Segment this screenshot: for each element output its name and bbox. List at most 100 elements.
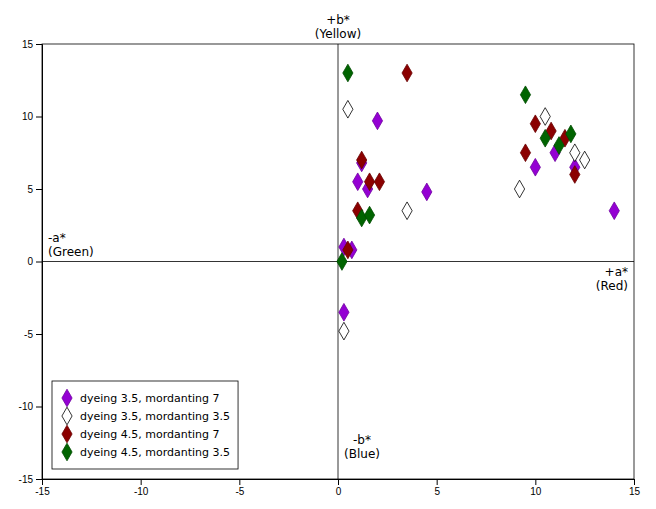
- tick-label: -15: [19, 474, 34, 485]
- tick-label: 0: [27, 256, 33, 267]
- legend-frame: [52, 381, 238, 469]
- tick-mark: [36, 44, 42, 45]
- point: [609, 202, 619, 220]
- point: [540, 129, 550, 147]
- point: [337, 253, 347, 271]
- tick-label: -10: [134, 486, 149, 497]
- point: [530, 158, 540, 176]
- point: [566, 125, 576, 143]
- point: [339, 322, 349, 340]
- tick-mark: [338, 479, 339, 485]
- point: [364, 173, 374, 191]
- tick-label: -5: [24, 329, 33, 340]
- legend-label: dyeing 3.5, mordanting 7: [80, 392, 220, 405]
- legend-label: dyeing 4.5, mordanting 7: [80, 428, 220, 441]
- tick: -5: [235, 479, 244, 497]
- annotation: -b*(Blue): [344, 433, 380, 461]
- point: [374, 173, 384, 191]
- tick-mark: [141, 479, 142, 485]
- tick-mark: [535, 479, 536, 485]
- point: [530, 115, 540, 133]
- y-axis: -15 -10 -5 0 5 10 15: [19, 39, 43, 485]
- annotation: +b*(Yellow): [315, 13, 361, 41]
- legend-symbol: [62, 443, 72, 461]
- origin-lines: [42, 44, 634, 479]
- tick-label: 15: [22, 39, 34, 50]
- legend-symbol: [62, 389, 72, 407]
- point: [580, 151, 590, 169]
- series: [339, 112, 620, 321]
- point: [343, 64, 353, 82]
- legend-item: dyeing 4.5, mordanting 7: [62, 425, 220, 443]
- chart: -15 -10 -5 0 5 10 15 -15 -10 -5 0 5 10 15 +b*(Yellow) -…: [0, 0, 656, 509]
- x-axis: -15 -10 -5 0 5 10 15: [35, 479, 640, 497]
- tick-mark: [36, 117, 42, 118]
- legend: dyeing 3.5, mordanting 7 dyeing 3.5, mord…: [52, 381, 238, 469]
- legend-label: dyeing 3.5, mordanting 3.5: [80, 410, 230, 423]
- tick: 10: [530, 479, 542, 497]
- point: [520, 144, 530, 162]
- axis-line: [36, 45, 43, 480]
- point: [402, 64, 412, 82]
- tick: -10: [134, 479, 149, 497]
- tick: 0: [336, 479, 342, 497]
- legend-item: dyeing 3.5, mordanting 3.5: [62, 407, 230, 425]
- series: [343, 64, 580, 259]
- tick-label: 10: [22, 111, 34, 122]
- tick-mark: [36, 407, 42, 408]
- point: [343, 100, 353, 118]
- annotation: -a*(Green): [48, 231, 94, 259]
- point: [357, 151, 367, 169]
- point: [514, 180, 524, 198]
- point: [402, 202, 412, 220]
- point: [422, 183, 432, 201]
- tick-label: 5: [434, 486, 440, 497]
- tick-label: 10: [530, 486, 542, 497]
- tick-mark: [36, 334, 42, 335]
- tick-mark: [36, 262, 42, 263]
- tick-mark: [239, 479, 240, 485]
- point: [372, 112, 382, 130]
- legend-item: dyeing 4.5, mordanting 3.5: [62, 443, 230, 461]
- plot: -15 -10 -5 0 5 10 15 -15 -10 -5 0 5 10 15 +b*(Yellow) -…: [19, 13, 641, 497]
- point: [364, 206, 374, 224]
- tick-label: 5: [27, 184, 33, 195]
- legend-item: dyeing 3.5, mordanting 7: [62, 389, 220, 407]
- point: [570, 144, 580, 162]
- tick-mark: [36, 479, 42, 480]
- point: [540, 108, 550, 126]
- annotation: +a*(Red): [596, 265, 628, 293]
- point: [339, 303, 349, 321]
- tick: 5: [434, 479, 440, 497]
- tick-mark: [36, 189, 42, 190]
- series: [339, 100, 590, 340]
- tick-mark: [437, 479, 438, 485]
- series: [337, 64, 576, 270]
- tick-label: -15: [35, 486, 50, 497]
- point: [570, 166, 580, 184]
- tick-label: 15: [629, 486, 641, 497]
- tick-mark: [634, 479, 635, 485]
- tick: 5: [27, 184, 42, 195]
- legend-symbol: [62, 425, 72, 443]
- axis-line: [43, 480, 635, 486]
- tick: -10: [19, 401, 42, 412]
- point: [353, 173, 363, 191]
- legend-symbol: [62, 407, 72, 425]
- tick: -15: [35, 479, 50, 497]
- tick: 0: [27, 256, 42, 267]
- legend-label: dyeing 4.5, mordanting 3.5: [80, 446, 230, 459]
- tick: -5: [24, 329, 42, 340]
- points: [337, 64, 620, 340]
- tick-label: -10: [19, 401, 34, 412]
- point: [520, 86, 530, 104]
- tick: 15: [22, 39, 42, 50]
- tick-label: -5: [235, 486, 244, 497]
- tick: 10: [22, 111, 42, 122]
- tick-label: 0: [336, 486, 342, 497]
- point: [357, 209, 367, 227]
- tick: -15: [19, 474, 42, 485]
- tick: 15: [629, 479, 641, 497]
- point: [554, 137, 564, 155]
- plot-frame: [42, 44, 634, 479]
